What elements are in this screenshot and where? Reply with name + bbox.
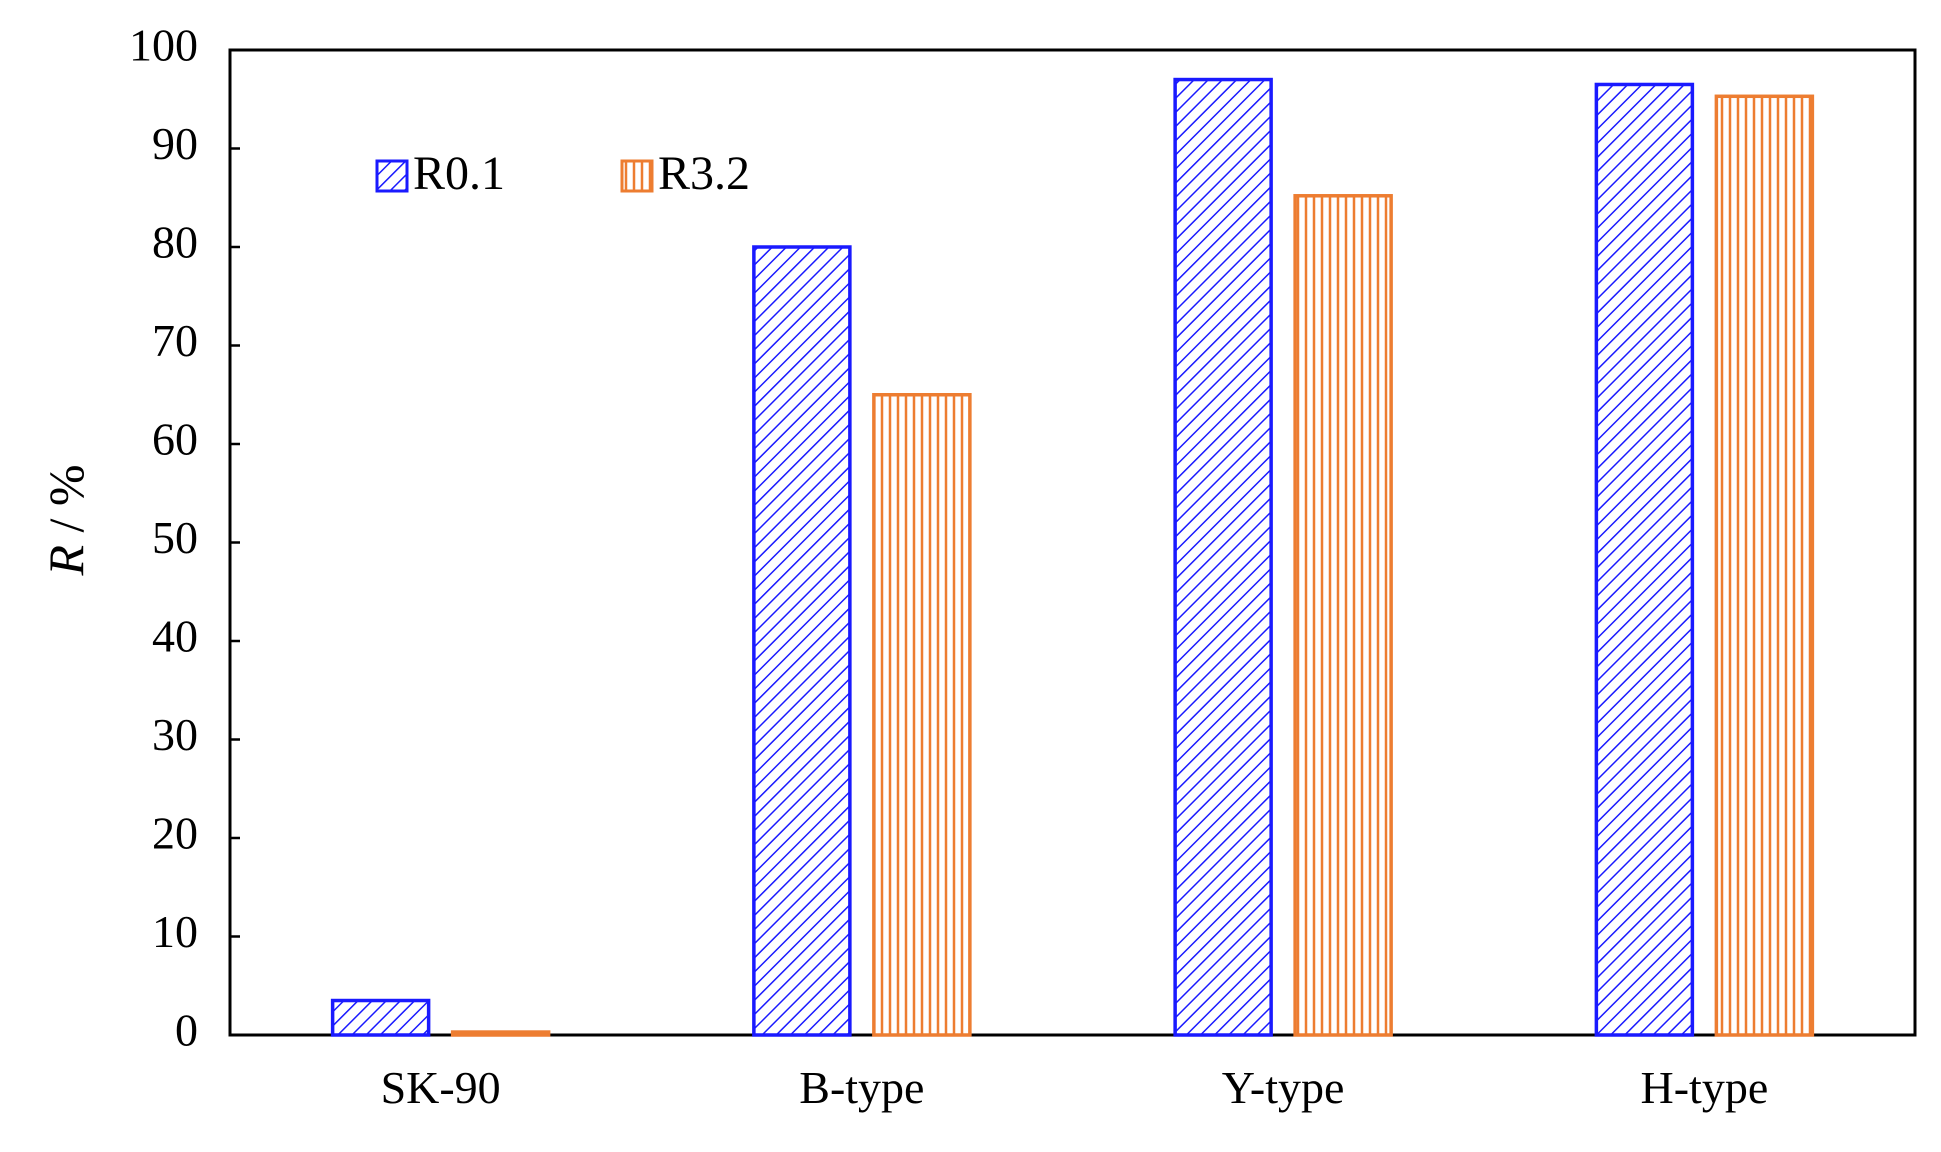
x-category-label: SK-90 xyxy=(381,1062,501,1113)
bar-r0-1-sk-90 xyxy=(330,998,431,1037)
x-category-label: B-type xyxy=(799,1062,924,1113)
y-tick-label: 100 xyxy=(129,20,198,71)
y-axis-symbol: R xyxy=(38,545,94,577)
y-tick-label: 40 xyxy=(152,611,198,662)
y-tick-label: 0 xyxy=(175,1005,198,1056)
bar-r3-2-y-type xyxy=(1293,194,1393,1037)
y-axis-title: R / % xyxy=(38,464,94,576)
bar-r0-1-h-type xyxy=(1594,82,1695,1037)
x-category-label: Y-type xyxy=(1222,1062,1345,1113)
y-tick-label: 70 xyxy=(152,315,198,366)
bar-r0-1-b-type xyxy=(752,245,852,1037)
legend-label: R3.2 xyxy=(658,147,750,200)
legend-swatch xyxy=(620,159,654,193)
y-tick-label: 10 xyxy=(152,906,198,957)
legend-item: R3.2 xyxy=(620,147,750,200)
y-tick-label: 30 xyxy=(152,709,198,760)
legend-label: R0.1 xyxy=(413,147,505,200)
y-tick-label: 80 xyxy=(152,217,198,268)
x-category-label: H-type xyxy=(1641,1062,1769,1113)
legend-item: R0.1 xyxy=(375,147,505,200)
y-tick-label: 20 xyxy=(152,808,198,859)
bar-r3-2-b-type xyxy=(872,393,972,1037)
bar-r0-1-y-type xyxy=(1173,77,1273,1037)
legend-swatch xyxy=(375,159,409,193)
bar-r3-2-sk-90 xyxy=(450,1030,551,1037)
y-axis-unit: / % xyxy=(38,464,94,545)
y-tick-label: 50 xyxy=(152,512,198,563)
y-tick-label: 60 xyxy=(152,414,198,465)
bar-r3-2-h-type xyxy=(1714,94,1815,1037)
y-tick-label: 90 xyxy=(152,118,198,169)
